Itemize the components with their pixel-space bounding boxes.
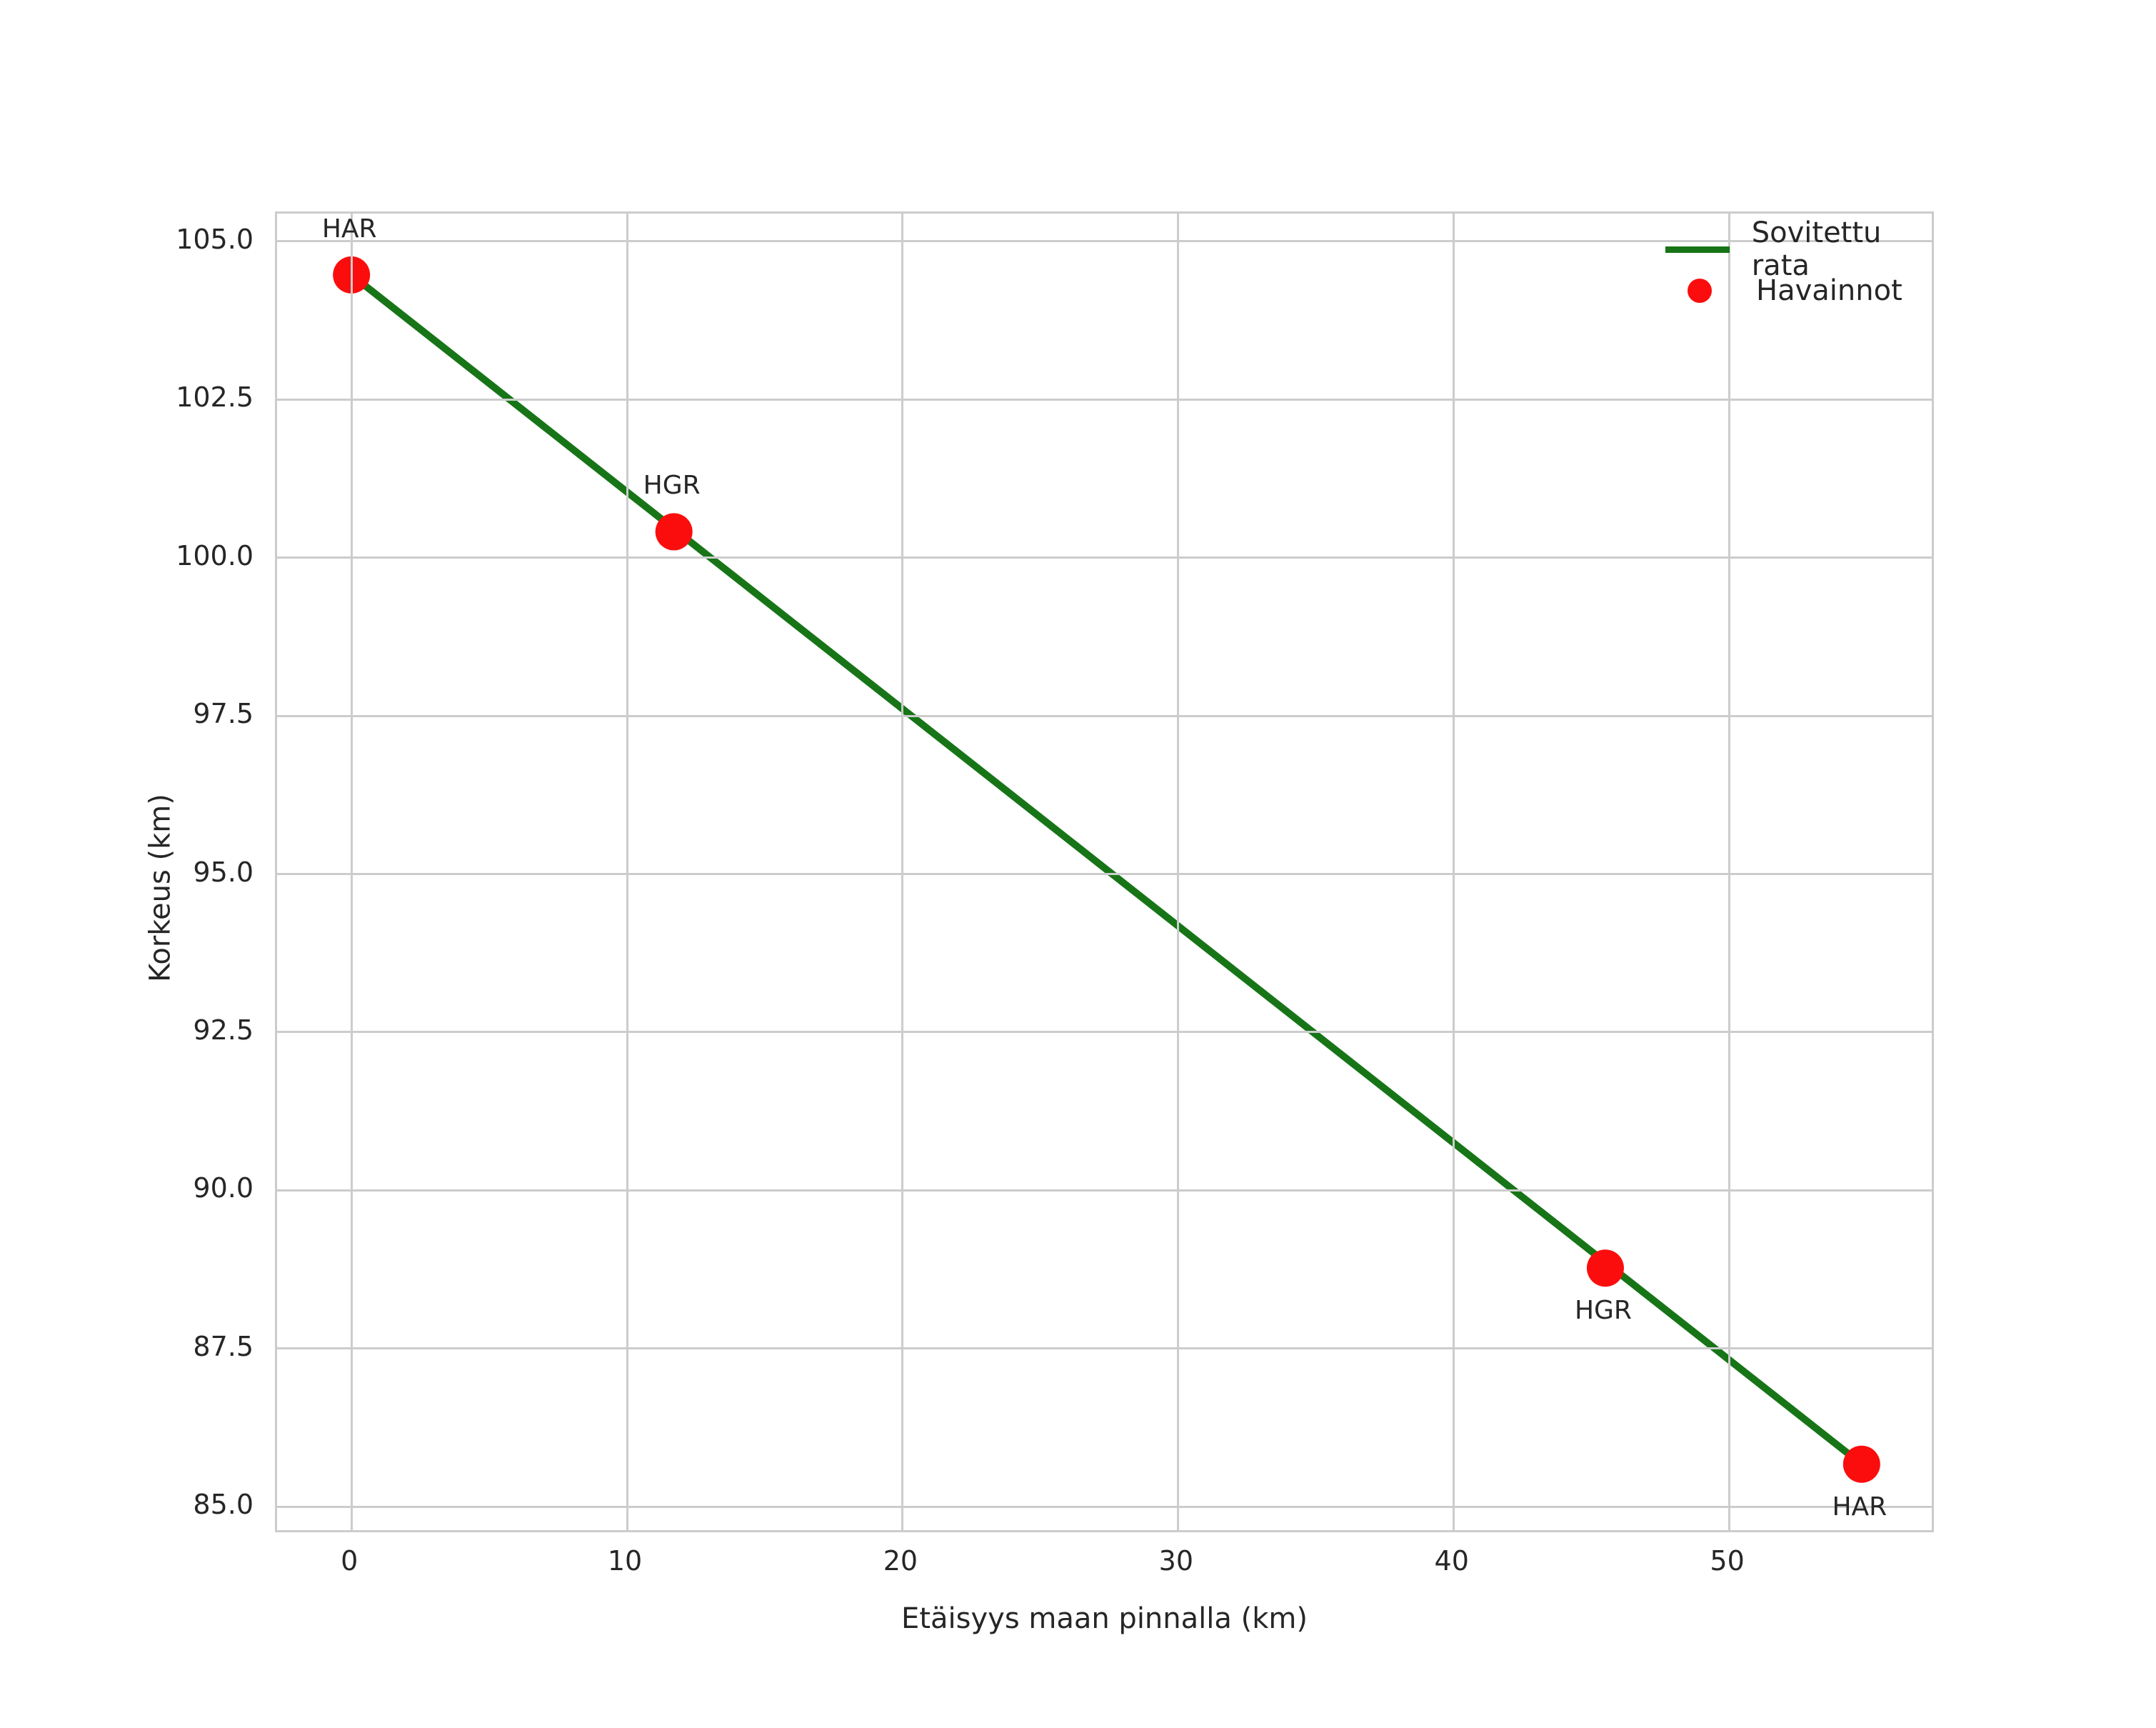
legend-entry-fitted-track: Sovitettu rata	[1653, 216, 1939, 282]
x-axis-title: Etäisyys maan pinnalla (km)	[901, 1602, 1308, 1635]
x-axis-tick-label: 10	[607, 1545, 643, 1577]
gridline-vertical	[1177, 214, 1180, 1530]
plot-area	[275, 211, 1934, 1532]
y-axis-tick-label: 100.0	[176, 539, 254, 571]
gridline-horizontal	[277, 1347, 1932, 1350]
gridline-vertical	[626, 214, 628, 1530]
data-point-marker	[1586, 1249, 1624, 1287]
data-point-marker	[655, 513, 693, 551]
y-axis-tick-label: 85.0	[193, 1489, 254, 1521]
legend-label-fitted-track: Sovitettu rata	[1751, 216, 1882, 282]
y-axis-tick-label: 95.0	[193, 856, 254, 888]
gridline-vertical	[350, 214, 353, 1530]
legend-entry-observations: Havainnot	[1653, 270, 1939, 311]
fitted-track-line	[348, 271, 1865, 1468]
x-axis-tick-label: 30	[1158, 1545, 1194, 1577]
gridline-horizontal	[277, 714, 1932, 717]
gridline-horizontal	[277, 873, 1932, 875]
y-axis-tick-label: 105.0	[176, 223, 254, 255]
dot-swatch-icon	[1653, 279, 1746, 303]
data-point-label: HAR	[1832, 1492, 1887, 1522]
chart-legend: Sovitettu rata Havainnot	[1653, 216, 1939, 311]
gridline-horizontal	[277, 398, 1932, 401]
y-axis-tick-label: 92.5	[193, 1014, 254, 1046]
x-axis-tick-label: 20	[883, 1545, 918, 1577]
gridline-horizontal	[277, 1031, 1932, 1034]
y-axis-tick-label: 90.0	[193, 1172, 254, 1204]
gridline-vertical	[1453, 214, 1455, 1530]
gridline-vertical	[1728, 214, 1731, 1530]
gridline-horizontal	[277, 240, 1932, 243]
y-axis-tick-labels: 85.0 87.5 90.0 92.5 95.0 97.5 100.0 102.5 105.0	[0, 0, 254, 1728]
gridline-horizontal	[277, 556, 1932, 559]
gridline-vertical	[901, 214, 904, 1530]
legend-label-observations: Havainnot	[1756, 274, 1902, 307]
x-axis-tick-label: 50	[1710, 1545, 1745, 1577]
data-point-marker	[1842, 1445, 1880, 1483]
x-axis-tick-label: 0	[341, 1545, 359, 1577]
data-point-label: HGR	[643, 471, 701, 501]
y-axis-tick-label: 87.5	[193, 1330, 254, 1362]
data-point-label: HAR	[321, 214, 377, 244]
gridline-horizontal	[277, 1189, 1932, 1192]
data-point-label: HGR	[1574, 1296, 1632, 1326]
x-axis-tick-label: 40	[1434, 1545, 1469, 1577]
y-axis-tick-label: 97.5	[193, 698, 254, 730]
line-swatch-icon	[1653, 246, 1742, 253]
y-axis-tick-label: 102.5	[176, 381, 254, 414]
gridline-horizontal	[277, 1505, 1932, 1508]
